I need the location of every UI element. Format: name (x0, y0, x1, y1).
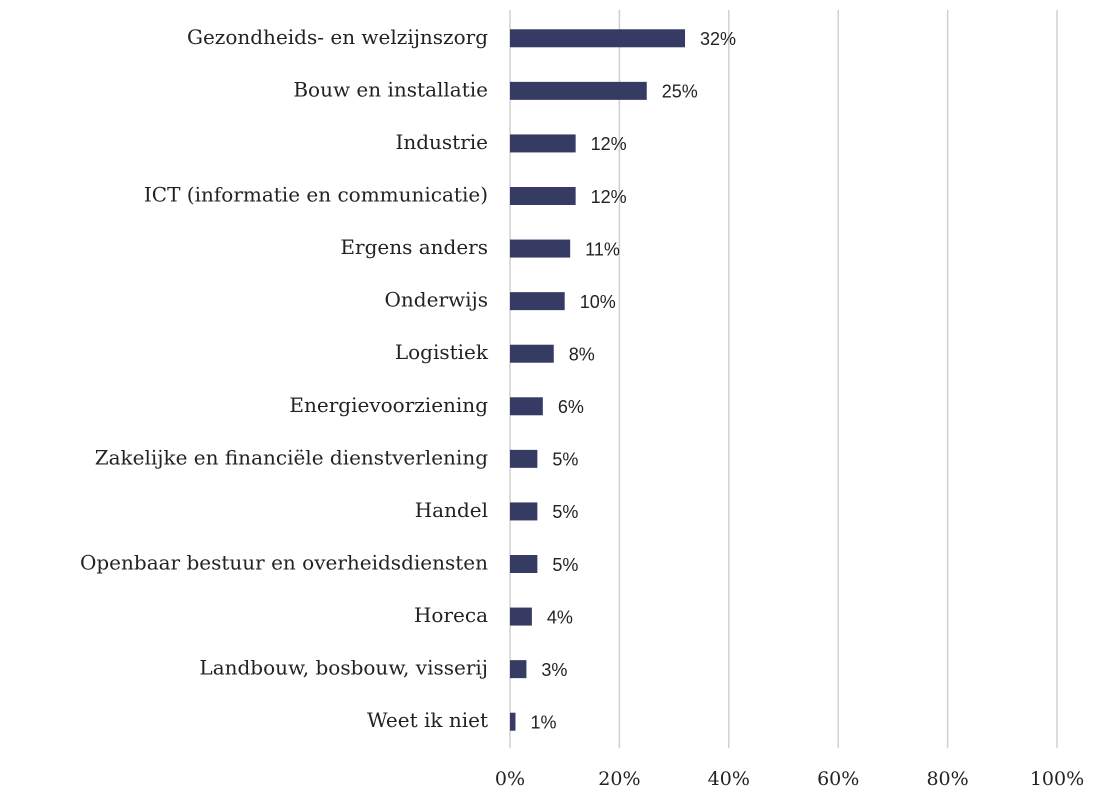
y-tick-label: Gezondheids- en welzijnszorg (187, 25, 488, 49)
data-label: 5% (552, 450, 578, 470)
y-tick-label: Zakelijke en financiële dienstverlening (95, 445, 489, 469)
data-label: 1% (530, 712, 556, 732)
data-label: 5% (552, 555, 578, 575)
data-label: 11% (585, 239, 620, 259)
bar (510, 187, 576, 205)
data-label: 12% (591, 187, 627, 207)
x-tick-label: 80% (926, 768, 968, 790)
bar (510, 344, 554, 363)
bar (510, 555, 538, 573)
y-tick-label: Handel (415, 498, 488, 522)
data-label: 5% (552, 502, 578, 522)
bar (510, 81, 647, 100)
y-tick-label: ICT (informatie en communicatie) (144, 183, 488, 207)
x-tick-label: 40% (708, 768, 750, 790)
y-tick-label: Landbouw, bosbouw, visserij (199, 656, 488, 680)
x-tick-label: 0% (495, 768, 525, 790)
y-tick-label: Ergens anders (340, 235, 488, 259)
x-tick-label: 60% (817, 768, 859, 790)
bar (510, 397, 543, 416)
bar (510, 239, 571, 258)
y-tick-label: Weet ik niet (367, 708, 488, 732)
bar (510, 712, 516, 731)
data-label: 10% (580, 292, 616, 312)
bar (510, 607, 532, 626)
y-tick-label: Horeca (414, 603, 488, 627)
bar (510, 29, 686, 48)
data-label: 6% (558, 397, 584, 417)
y-tick-label: Onderwijs (385, 288, 488, 312)
x-tick-label: 100% (1030, 768, 1084, 790)
data-label: 12% (591, 134, 627, 154)
x-tick-label: 20% (598, 768, 640, 790)
data-label: 3% (541, 660, 567, 680)
y-tick-label: Industrie (395, 130, 488, 154)
bar (510, 449, 538, 468)
bar (510, 502, 538, 521)
data-label: 4% (547, 607, 573, 627)
y-tick-label: Energievoorziening (289, 393, 488, 417)
bar (510, 134, 576, 153)
y-tick-label: Logistiek (395, 340, 489, 364)
bar (510, 292, 565, 311)
data-label: 32% (700, 29, 736, 49)
bar (510, 660, 527, 679)
y-tick-label: Bouw en installatie (293, 77, 488, 101)
data-label: 25% (662, 82, 698, 102)
y-tick-label: Openbaar bestuur en overheidsdiensten (80, 551, 488, 575)
data-label: 8% (569, 344, 595, 364)
